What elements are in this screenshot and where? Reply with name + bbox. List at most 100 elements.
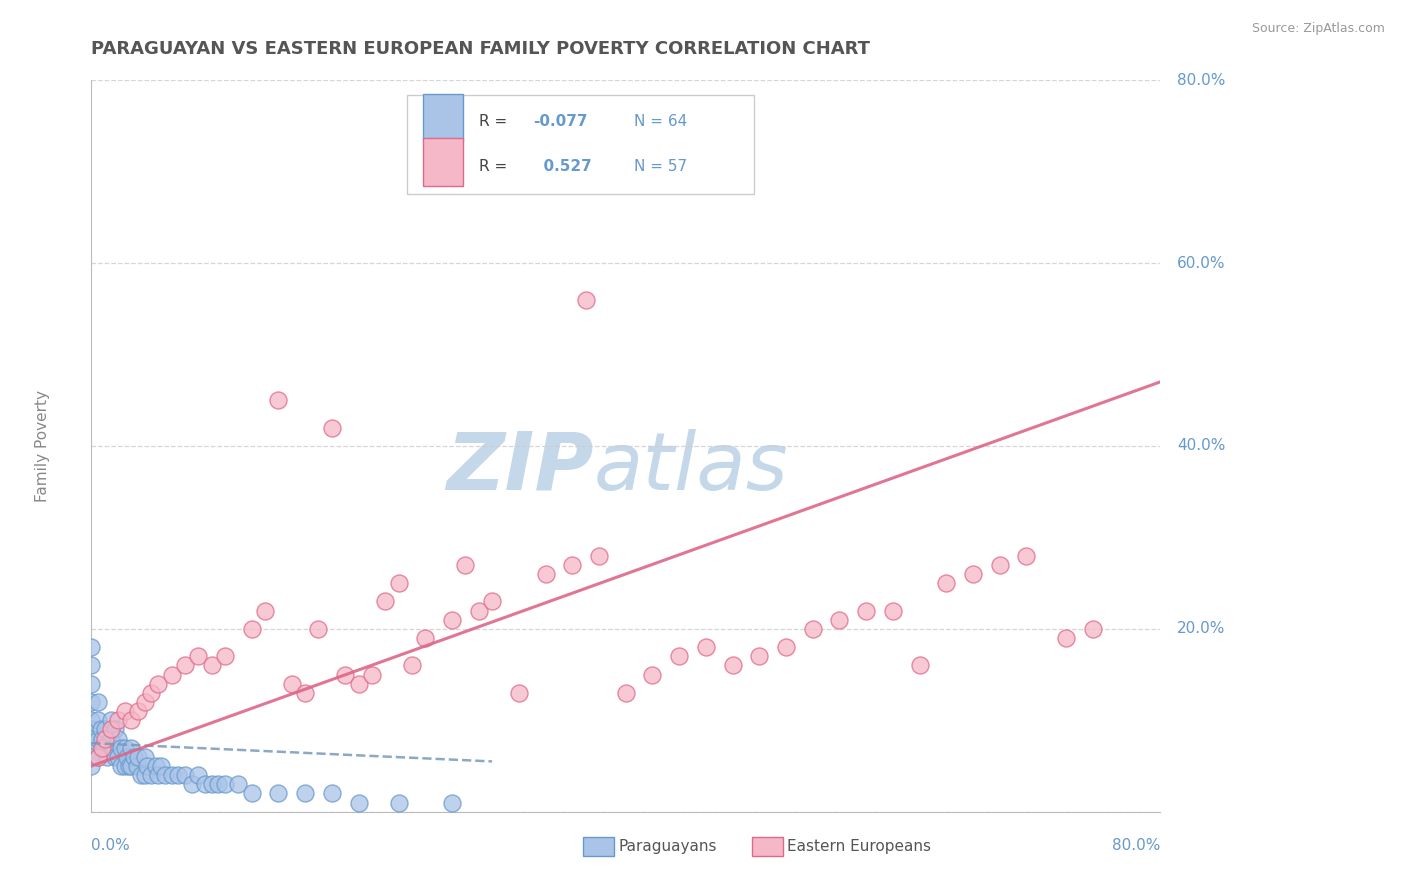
Point — [988, 558, 1011, 572]
Point — [114, 759, 136, 773]
Text: PARAGUAYAN VS EASTERN EUROPEAN FAMILY POVERTY CORRELATION CHART: PARAGUAYAN VS EASTERN EUROPEAN FAMILY PO… — [91, 40, 870, 58]
Point — [721, 658, 744, 673]
Point — [641, 667, 664, 681]
Point — [413, 631, 436, 645]
Point — [668, 649, 690, 664]
FancyBboxPatch shape — [423, 138, 463, 186]
Point — [1083, 622, 1105, 636]
Point — [855, 603, 877, 617]
Point — [91, 731, 114, 746]
Point — [100, 731, 122, 746]
Point — [153, 768, 176, 782]
Text: 20.0%: 20.0% — [1177, 622, 1225, 636]
Text: Eastern Europeans: Eastern Europeans — [787, 839, 931, 854]
Point — [93, 731, 115, 746]
Point — [80, 740, 103, 755]
Point — [93, 723, 115, 737]
Point — [321, 421, 343, 435]
Text: 80.0%: 80.0% — [1177, 73, 1225, 87]
Point — [440, 796, 463, 810]
Point — [614, 686, 637, 700]
Point — [80, 658, 103, 673]
Point — [127, 749, 149, 764]
Point — [104, 723, 127, 737]
Point — [122, 749, 145, 764]
Point — [134, 749, 156, 764]
Point — [454, 558, 477, 572]
Point — [80, 695, 103, 709]
Point — [127, 704, 149, 718]
Point — [360, 667, 382, 681]
Point — [481, 594, 503, 608]
Point — [148, 676, 170, 690]
Point — [294, 686, 316, 700]
Text: 40.0%: 40.0% — [1177, 439, 1225, 453]
Point — [96, 749, 118, 764]
Point — [80, 640, 103, 655]
Point — [104, 749, 127, 764]
Point — [801, 622, 824, 636]
Point — [87, 749, 110, 764]
Point — [214, 649, 236, 664]
Point — [134, 695, 156, 709]
Point — [200, 658, 222, 673]
Point — [80, 714, 103, 728]
Point — [107, 749, 129, 764]
Text: N = 57: N = 57 — [634, 160, 688, 175]
Point — [136, 759, 159, 773]
Point — [90, 723, 112, 737]
Point — [87, 749, 110, 764]
Point — [214, 777, 236, 791]
Point — [120, 759, 143, 773]
Text: R =: R = — [479, 114, 512, 129]
Point — [267, 393, 290, 408]
Text: 80.0%: 80.0% — [1112, 838, 1160, 854]
Point — [141, 768, 163, 782]
Point — [120, 714, 143, 728]
Point — [91, 740, 114, 755]
Point — [228, 777, 250, 791]
Point — [174, 658, 197, 673]
Point — [87, 731, 110, 746]
Point — [200, 777, 222, 791]
Point — [100, 723, 122, 737]
Point — [253, 603, 276, 617]
Point — [107, 731, 129, 746]
Point — [87, 714, 110, 728]
Point — [307, 622, 329, 636]
Point — [374, 594, 396, 608]
Point — [333, 667, 356, 681]
Text: 0.0%: 0.0% — [91, 838, 131, 854]
Point — [145, 759, 167, 773]
Point — [828, 613, 851, 627]
Point — [882, 603, 904, 617]
Point — [167, 768, 190, 782]
Point — [1015, 549, 1038, 563]
Text: 0.527: 0.527 — [533, 160, 592, 175]
Text: ZIP: ZIP — [446, 429, 593, 507]
Point — [775, 640, 797, 655]
Point — [187, 768, 209, 782]
Point — [93, 740, 115, 755]
Text: atlas: atlas — [593, 429, 789, 507]
Point — [748, 649, 770, 664]
Point — [125, 759, 148, 773]
Point — [87, 695, 110, 709]
Point — [80, 731, 103, 746]
Point — [118, 759, 141, 773]
Point — [174, 768, 197, 782]
Point — [534, 567, 557, 582]
Point — [80, 749, 103, 764]
Point — [574, 293, 596, 307]
FancyBboxPatch shape — [423, 94, 463, 141]
Text: 60.0%: 60.0% — [1177, 256, 1225, 270]
Point — [387, 576, 411, 591]
Point — [120, 740, 143, 755]
Point — [114, 740, 136, 755]
Text: Paraguayans: Paraguayans — [619, 839, 717, 854]
Point — [508, 686, 530, 700]
Point — [588, 549, 610, 563]
Point — [561, 558, 583, 572]
Point — [148, 768, 170, 782]
Point — [110, 759, 132, 773]
